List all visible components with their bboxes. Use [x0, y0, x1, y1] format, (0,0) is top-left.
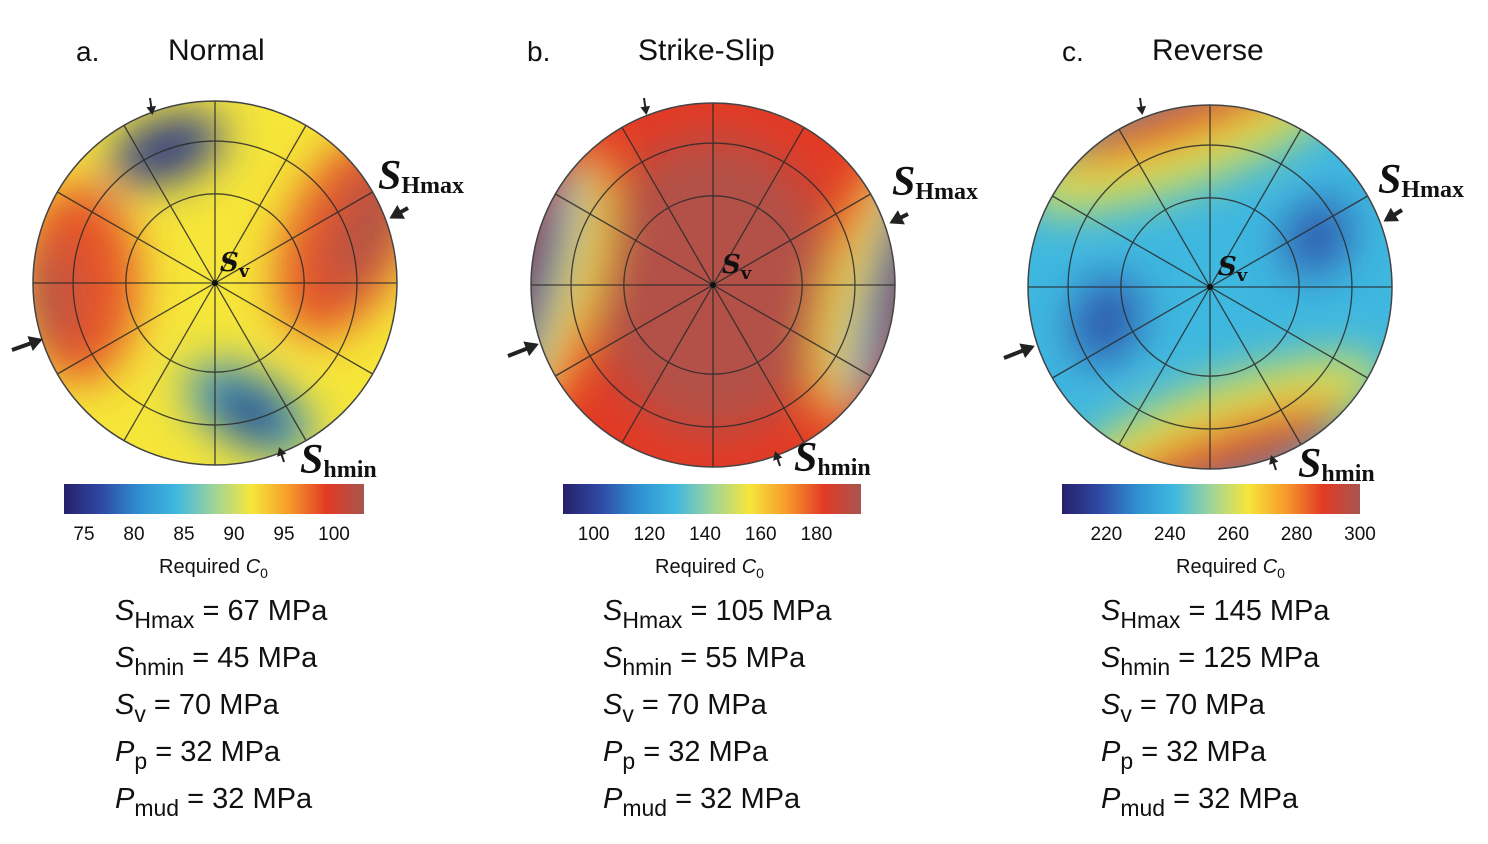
heatmap-region — [1072, 277, 1140, 364]
stress-parameters: SHmax = 67 MPa Shmin = 45 MPa Sv = 70 MP… — [115, 588, 327, 823]
arrow-head — [1269, 455, 1279, 465]
arrow-head — [277, 447, 287, 457]
colorbar — [563, 484, 861, 514]
colorbar-tick-label: 90 — [223, 524, 245, 545]
arrow-head — [1136, 105, 1147, 115]
shmax-label: SHmax — [892, 159, 979, 206]
colorbar-tick-label: 220 — [1090, 524, 1123, 545]
stereonet-plot — [1003, 97, 1404, 514]
panel-title: Normal — [168, 34, 265, 67]
colorbar-tick-label: 120 — [633, 524, 666, 545]
stress-parameters: SHmax = 145 MPa Shmin = 125 MPa Sv = 70 … — [1101, 588, 1330, 823]
param-row: Shmin = 45 MPa — [115, 642, 318, 680]
stress-parameters: SHmax = 105 MPa Shmin = 55 MPa Sv = 70 M… — [603, 588, 832, 823]
arrow-head — [1383, 207, 1400, 222]
shmin-label: Shmin — [300, 437, 377, 484]
param-row: Pp = 32 MPa — [115, 736, 281, 774]
colorbar-tick-label: 280 — [1280, 524, 1313, 545]
sv-center-label: Sv — [722, 250, 752, 285]
shmax-label: SHmax — [1378, 157, 1465, 204]
colorbar-tick-label: 75 — [73, 524, 95, 545]
heatmap-region — [1057, 105, 1303, 168]
arrow-head — [773, 451, 783, 461]
param-row: SHmax = 145 MPa — [1101, 595, 1330, 633]
shmax-label: SHmax — [378, 153, 465, 200]
heatmap-region — [1102, 402, 1348, 469]
arrow-head — [389, 204, 406, 219]
param-row: Shmin = 55 MPa — [603, 642, 806, 680]
panel-letter: a. — [76, 36, 100, 67]
stereonet-outline — [1027, 104, 1393, 470]
colorbar — [1062, 484, 1360, 514]
stereonet-plot — [507, 97, 909, 514]
panel-normal: a. Normal Sv SHmax Shmin 75 80 85 90 95 100 R… — [0, 0, 496, 844]
colorbar-tick-label: 80 — [123, 524, 145, 545]
panel-strike-slip: b. Strike-Slip Sv SHmax Shmin 100 120 140 1… — [496, 0, 992, 844]
arrow-head — [889, 210, 905, 225]
param-row: Sv = 70 MPa — [1101, 689, 1265, 727]
colorbar-title: Required C0 — [655, 556, 764, 581]
panel-letter: c. — [1062, 36, 1084, 67]
colorbar-tick-label: 300 — [1344, 524, 1376, 545]
arrow-head — [1019, 343, 1035, 359]
param-row: Sv = 70 MPa — [603, 689, 767, 727]
param-row: Pmud = 32 MPa — [603, 783, 801, 821]
param-row: Pmud = 32 MPa — [1101, 783, 1299, 821]
colorbar-tick-label: 160 — [744, 524, 777, 545]
stereonet-outline — [530, 102, 896, 468]
stress-arrows — [507, 97, 909, 467]
param-row: Shmin = 125 MPa — [1101, 642, 1320, 680]
panel-reverse: c. Reverse Sv SHmax Shmin 220 240 260 280 30… — [992, 0, 1488, 844]
param-row: Pmud = 32 MPa — [115, 783, 313, 821]
sv-center-label: Sv — [1218, 252, 1248, 287]
colorbar-tick-label: 140 — [689, 524, 721, 545]
heatmap-region — [33, 242, 74, 353]
stereonet-outline — [32, 100, 398, 466]
panel-title: Reverse — [1152, 34, 1264, 67]
colorbar-title: Required C0 — [159, 556, 268, 581]
colorbar-tick-label: 260 — [1217, 524, 1250, 545]
sv-center-label: Sv — [220, 248, 250, 283]
colorbar-tick-label: 100 — [577, 524, 610, 545]
center-point — [212, 280, 218, 286]
colorbar-tick-label: 100 — [318, 524, 350, 545]
panel-letter: b. — [527, 36, 551, 67]
param-row: SHmax = 67 MPa — [115, 595, 328, 633]
param-row: Pp = 32 MPa — [603, 736, 769, 774]
colorbar-title: Required C0 — [1176, 556, 1285, 581]
colorbar-tick-label: 180 — [800, 524, 833, 545]
heatmap-region — [215, 387, 285, 439]
arrow-head — [640, 105, 651, 115]
arrow-head — [146, 105, 157, 115]
colorbar-tick-label: 95 — [273, 524, 295, 545]
stress-arrows — [1003, 97, 1404, 471]
param-row: Pp = 32 MPa — [1101, 736, 1267, 774]
param-row: SHmax = 105 MPa — [603, 595, 832, 633]
panel-title: Strike-Slip — [638, 34, 775, 67]
colorbar-tick-label: 240 — [1153, 524, 1186, 545]
arrow-head — [27, 336, 43, 351]
colorbar-tick-label: 85 — [173, 524, 195, 545]
param-row: Sv = 70 MPa — [115, 689, 279, 727]
heatmap-region — [531, 207, 555, 363]
shmin-label: Shmin — [1298, 441, 1375, 488]
shmin-label: Shmin — [794, 435, 871, 482]
arrow-head — [523, 341, 539, 357]
center-point — [1207, 284, 1213, 290]
stereonet-plot — [11, 97, 409, 514]
center-point — [710, 282, 716, 288]
colorbar — [64, 484, 364, 514]
stress-arrows — [11, 97, 409, 463]
